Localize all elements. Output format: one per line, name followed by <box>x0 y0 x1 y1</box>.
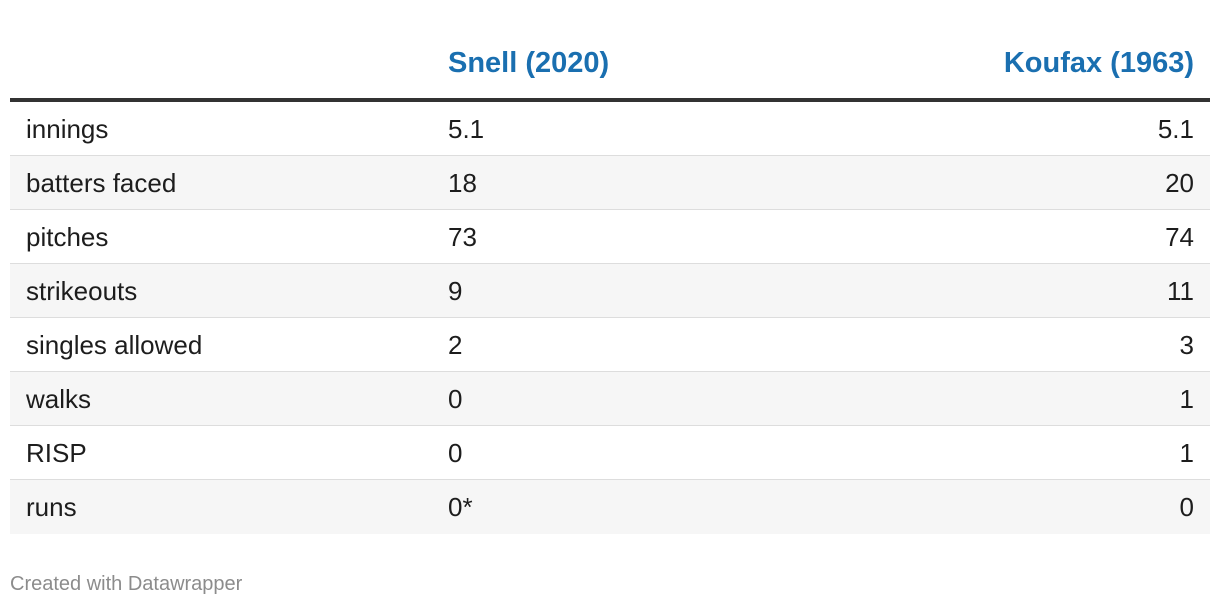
cell-koufax-value: 1 <box>1179 438 1194 468</box>
cell-snell-value: 0 <box>448 438 463 468</box>
table-row: RISP 0 1 <box>10 426 1210 480</box>
row-label: pitches <box>26 222 109 252</box>
column-header-koufax: Koufax (1963) <box>1003 47 1194 79</box>
table-row: strikeouts 9 11 <box>10 264 1210 318</box>
table-body: innings 5.1 5.1 batters faced 18 20 pitches 73 7… <box>10 102 1210 534</box>
cell-koufax-value: 5.1 <box>1157 114 1194 144</box>
cell-snell-value: 0* <box>448 492 473 522</box>
cell-koufax-value: 0 <box>1179 492 1194 522</box>
cell-koufax-value: 74 <box>1165 222 1194 252</box>
row-label: innings <box>26 114 109 144</box>
table-row: batters faced 18 20 <box>10 156 1210 210</box>
row-label: strikeouts <box>26 276 138 306</box>
row-label: walks <box>26 384 92 414</box>
cell-snell-value: 5.1 <box>448 114 485 144</box>
cell-koufax-value: 20 <box>1165 168 1194 198</box>
cell-snell-value: 0 <box>448 384 463 414</box>
table-row: walks 0 1 <box>10 372 1210 426</box>
table-row: singles allowed 2 3 <box>10 318 1210 372</box>
table-header: Snell (2020) Koufax (1963) <box>10 0 1210 102</box>
table-row: pitches 73 74 <box>10 210 1210 264</box>
row-label: RISP <box>26 438 87 468</box>
row-label: singles allowed <box>26 330 203 360</box>
footer-credit: Created with Datawrapper <box>10 573 243 595</box>
cell-koufax-value: 1 <box>1179 384 1194 414</box>
row-label: batters faced <box>26 168 177 198</box>
row-label: runs <box>26 492 77 522</box>
table-row: innings 5.1 5.1 <box>10 102 1210 156</box>
cell-koufax-value: 3 <box>1179 330 1194 360</box>
cell-snell-value: 9 <box>448 276 463 306</box>
comparison-table: Snell (2020) Koufax (1963) innings 5.1 5.1… <box>10 0 1210 534</box>
cell-snell-value: 73 <box>448 222 477 252</box>
cell-koufax-value: 11 <box>1167 276 1194 306</box>
table-row: runs 0* 0 <box>10 480 1210 534</box>
cell-snell-value: 18 <box>448 168 477 198</box>
column-header-snell: Snell (2020) <box>448 47 610 79</box>
cell-snell-value: 2 <box>448 330 463 360</box>
